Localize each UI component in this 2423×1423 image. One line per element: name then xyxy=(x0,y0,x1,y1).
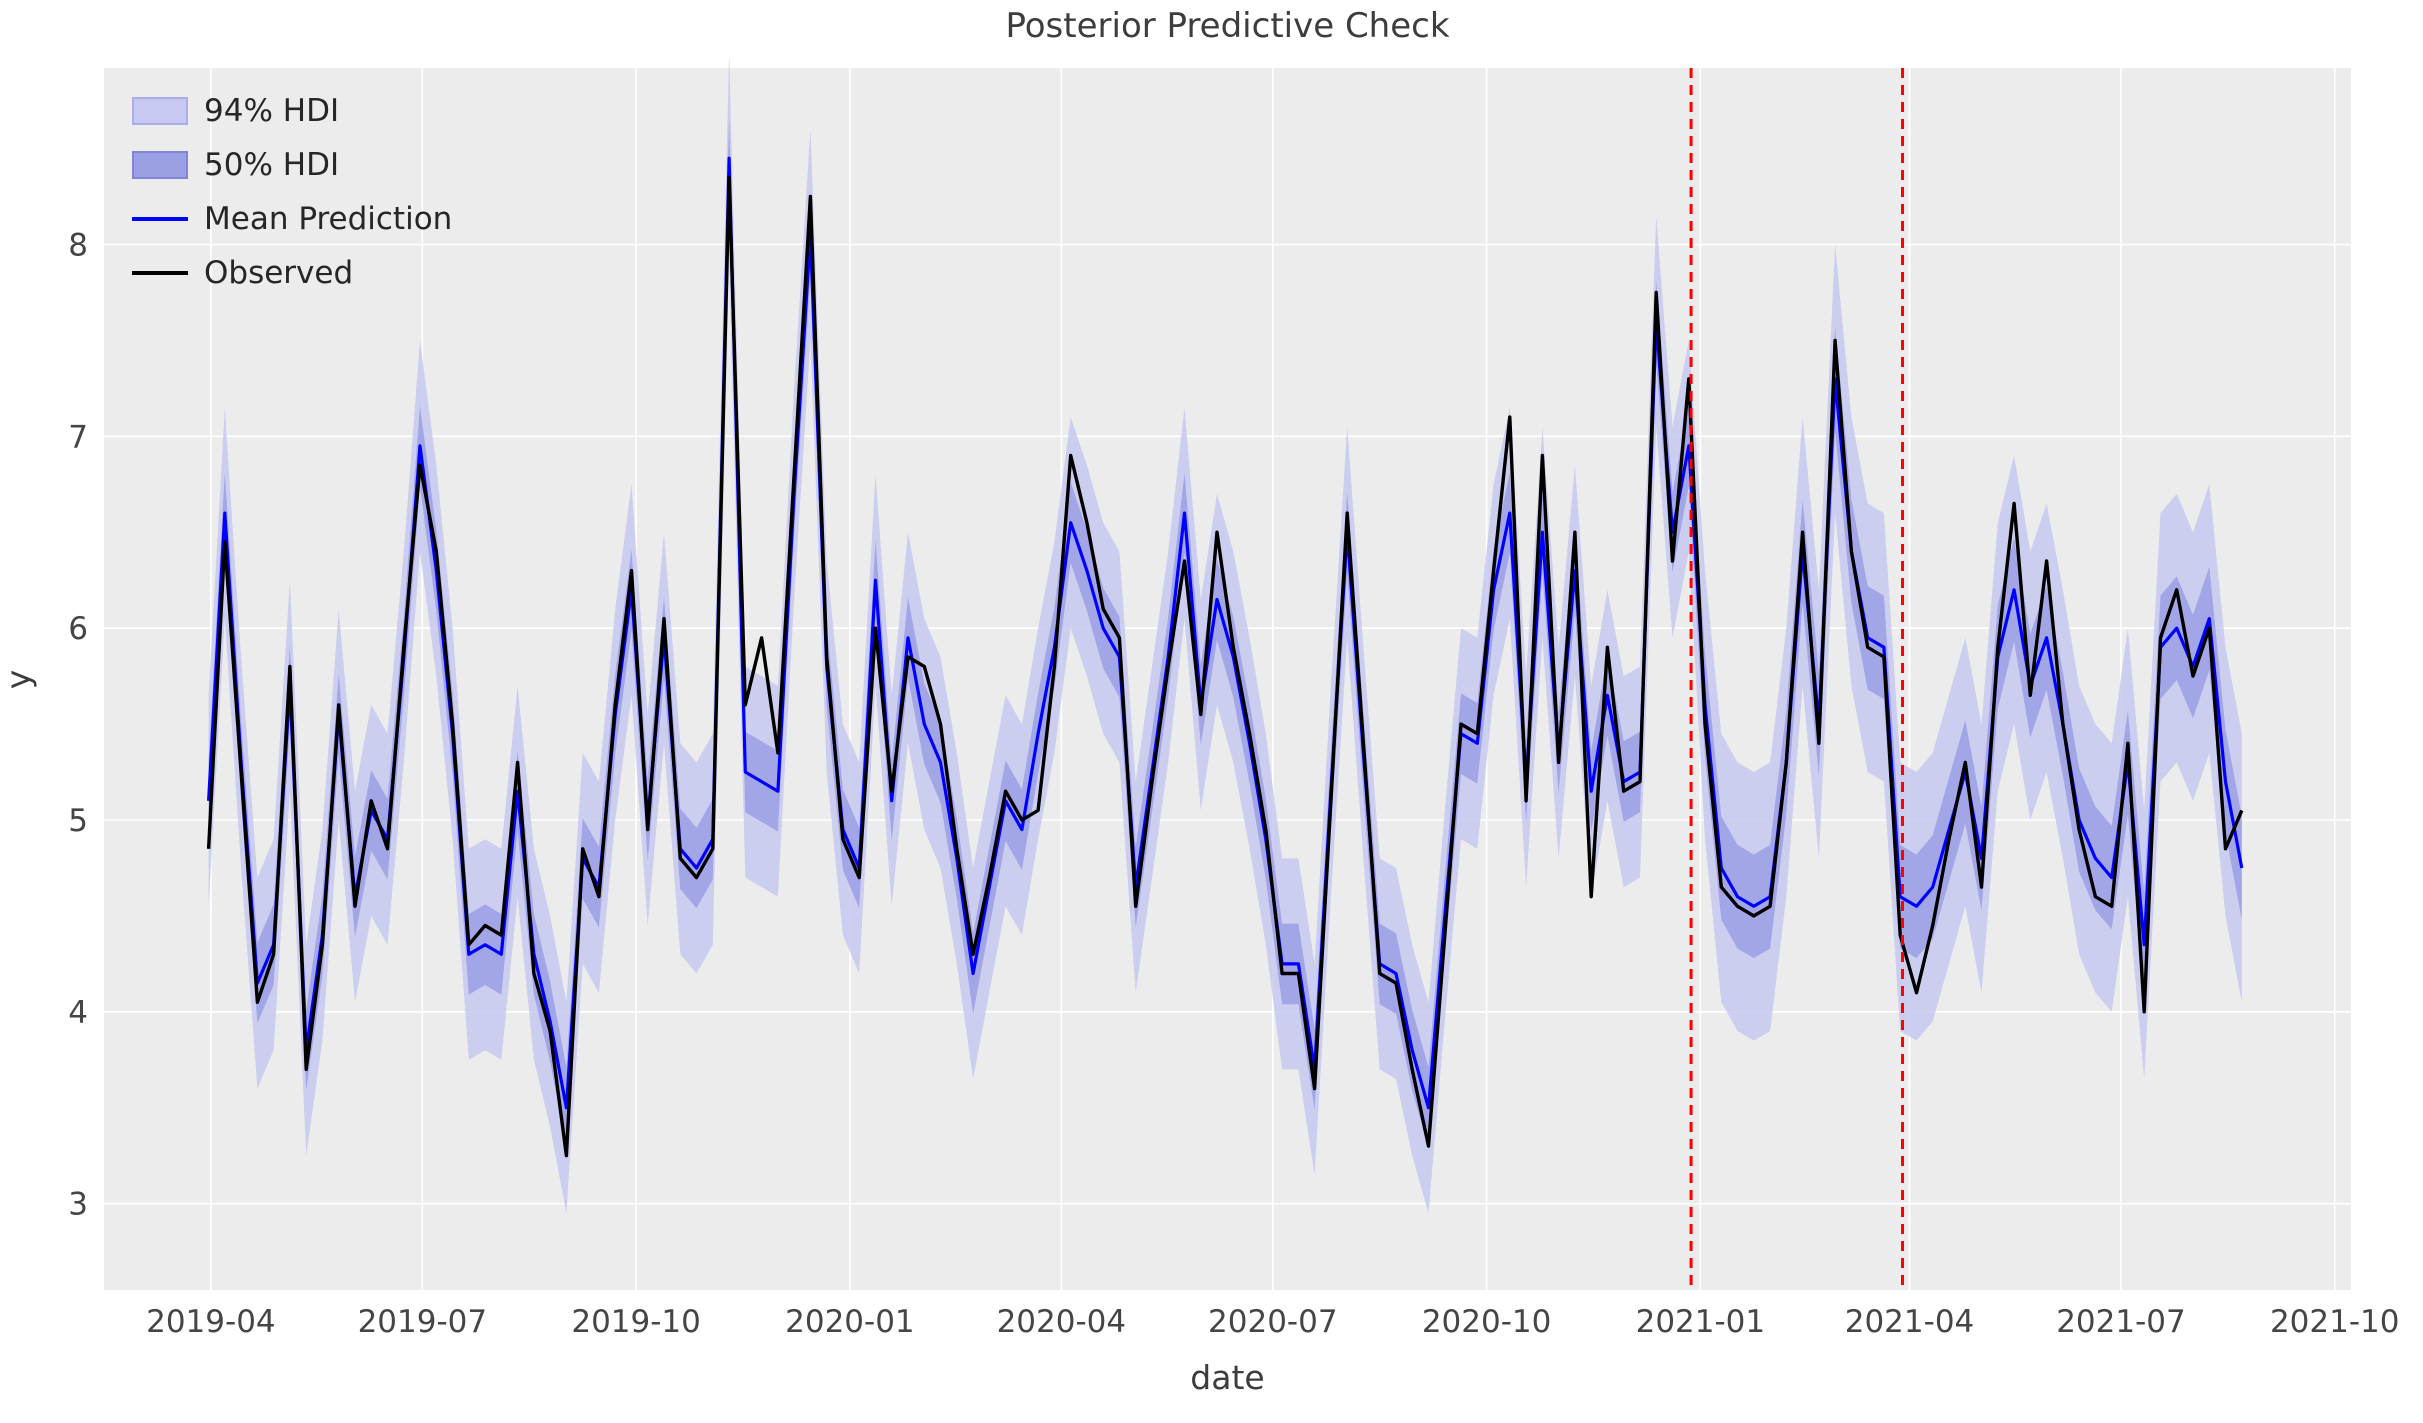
y-tick-label: 7 xyxy=(68,419,88,455)
x-tick-label: 2021-04 xyxy=(1845,1304,1975,1340)
legend-item-observed: Observed xyxy=(132,246,452,300)
x-tick-label: 2021-07 xyxy=(2056,1304,2186,1340)
band-94-swatch-icon xyxy=(132,97,188,125)
y-axis-label: y xyxy=(0,669,38,690)
legend-item-label: Observed xyxy=(204,255,354,291)
legend-item-label: 94% HDI xyxy=(204,93,340,129)
legend: 94% HDI 50% HDI Mean Prediction Observed xyxy=(132,84,452,300)
y-tick-label: 5 xyxy=(68,803,88,839)
legend-item-label: Mean Prediction xyxy=(204,201,453,237)
mean-prediction-line xyxy=(207,156,2244,1110)
x-tick-label: 2021-01 xyxy=(1636,1304,1766,1340)
x-tick-label: 2020-01 xyxy=(785,1304,915,1340)
mean-line-swatch-icon xyxy=(132,217,188,221)
x-tick-label: 2020-10 xyxy=(1422,1304,1552,1340)
y-tick-label: 4 xyxy=(68,995,88,1031)
y-tick-label: 3 xyxy=(68,1187,88,1223)
x-tick-label: 2021-10 xyxy=(2270,1304,2400,1340)
band-50-swatch-icon xyxy=(132,151,188,179)
x-tick-label: 2019-10 xyxy=(571,1304,701,1340)
legend-item-50hdi: 50% HDI xyxy=(132,138,452,192)
x-tick-label: 2019-07 xyxy=(358,1304,488,1340)
legend-item-94hdi: 94% HDI xyxy=(132,84,452,138)
y-tick-label: 8 xyxy=(68,227,88,263)
x-tick-label: 2019-04 xyxy=(146,1304,276,1340)
x-tick-label: 2020-07 xyxy=(1208,1304,1338,1340)
x-axis-label: date xyxy=(1190,1358,1265,1397)
observed-line-swatch-icon xyxy=(132,271,188,275)
legend-item-mean: Mean Prediction xyxy=(132,192,452,246)
chart-title: Posterior Predictive Check xyxy=(1005,6,1450,46)
y-tick-label: 6 xyxy=(68,611,88,647)
x-tick-label: 2020-04 xyxy=(997,1304,1127,1340)
legend-item-label: 50% HDI xyxy=(204,147,340,183)
